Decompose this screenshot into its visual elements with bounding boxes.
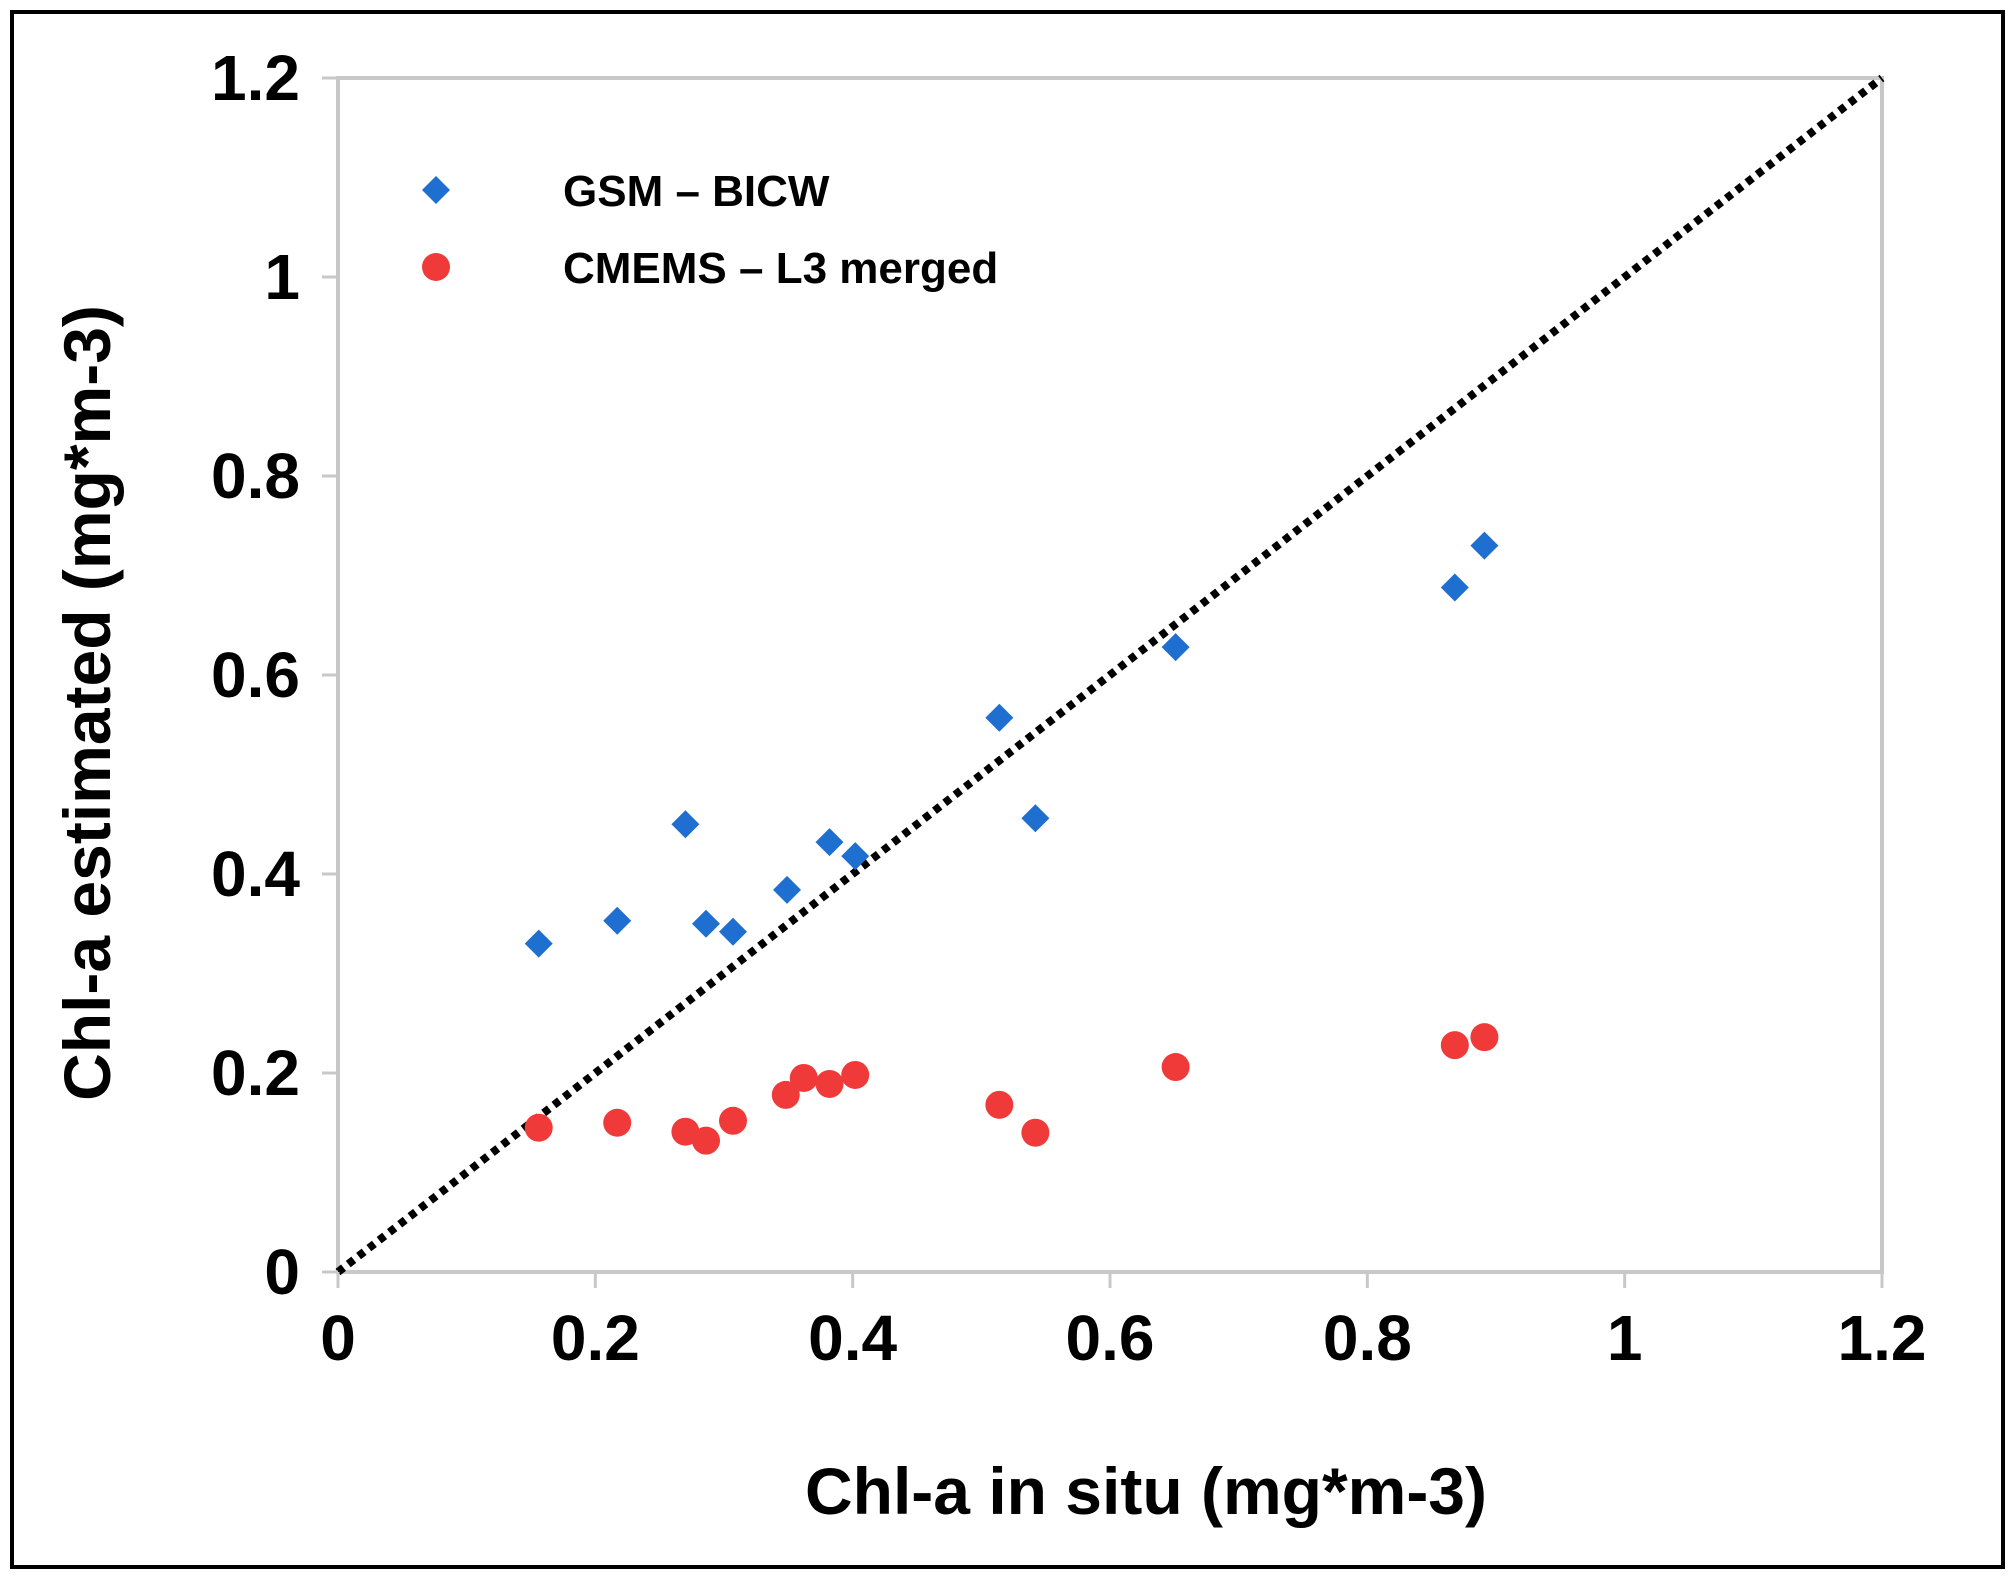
y-tick-label: 0.2 [211, 1037, 300, 1109]
x-axis-ticks: 0 0.2 0.4 0.6 0.8 1 1.2 [320, 1272, 1926, 1374]
legend-label: GSM – BICW [563, 167, 830, 216]
diamond-point [603, 906, 632, 935]
diamond-point [691, 909, 720, 938]
y-axis-title: Chl-a estimated (mg*m-3) [50, 305, 124, 1101]
series-cmems-l3-merged [524, 1023, 1499, 1155]
y-tick-label: 1 [264, 241, 300, 313]
x-tick-label: 0 [320, 1302, 356, 1374]
circle-point [719, 1106, 748, 1135]
y-tick-label: 0.8 [211, 440, 300, 512]
diamond-point [524, 929, 553, 958]
circle-point [985, 1090, 1014, 1119]
legend-marker [422, 176, 450, 204]
x-tick-label: 1 [1607, 1302, 1643, 1374]
x-tick-label: 0.6 [1066, 1302, 1155, 1374]
y-tick-label: 1.2 [211, 42, 300, 114]
y-tick-label: 0.6 [211, 639, 300, 711]
diamond-point [1161, 633, 1190, 662]
y-tick-label: 0 [264, 1236, 300, 1308]
diamond-point [719, 917, 748, 946]
legend: GSM – BICW CMEMS – L3 merged [422, 167, 998, 293]
legend-marker [422, 253, 450, 281]
circle-point [1021, 1118, 1050, 1147]
y-tick-label: 0.4 [211, 838, 300, 910]
y-axis-ticks: 0 0.2 0.4 0.6 0.8 1 1.2 [211, 42, 338, 1308]
points-layer [524, 531, 1499, 1155]
figure-border [10, 10, 2005, 1569]
legend-label: CMEMS – L3 merged [563, 244, 998, 293]
circle-point [1161, 1053, 1190, 1082]
diamond-point [841, 842, 870, 871]
series-gsm-bicw [524, 531, 1499, 958]
diamond-point [985, 703, 1014, 732]
x-tick-label: 1.2 [1838, 1302, 1927, 1374]
diamond-point [671, 810, 700, 839]
circle-point [603, 1108, 632, 1137]
circle-point [841, 1060, 870, 1089]
circle-point [771, 1080, 800, 1109]
one-to-one-line [335, 74, 1885, 1276]
diamond-point [815, 828, 844, 857]
diamond-point [1440, 573, 1469, 602]
circle-point [524, 1113, 553, 1142]
diamond-point [1021, 804, 1050, 833]
diamond-point [1470, 531, 1499, 560]
circle-point [1470, 1023, 1499, 1052]
x-tick-label: 0.8 [1323, 1302, 1412, 1374]
x-axis-title: Chl-a in situ (mg*m-3) [805, 1454, 1487, 1528]
circle-point [815, 1069, 844, 1098]
x-tick-label: 0.2 [551, 1302, 640, 1374]
reference-line-layer [335, 74, 1885, 1276]
diamond-point [773, 875, 802, 904]
circle-point [789, 1063, 818, 1092]
circle-point [691, 1126, 720, 1155]
circle-point [1440, 1031, 1469, 1060]
x-tick-label: 0.4 [808, 1302, 897, 1374]
